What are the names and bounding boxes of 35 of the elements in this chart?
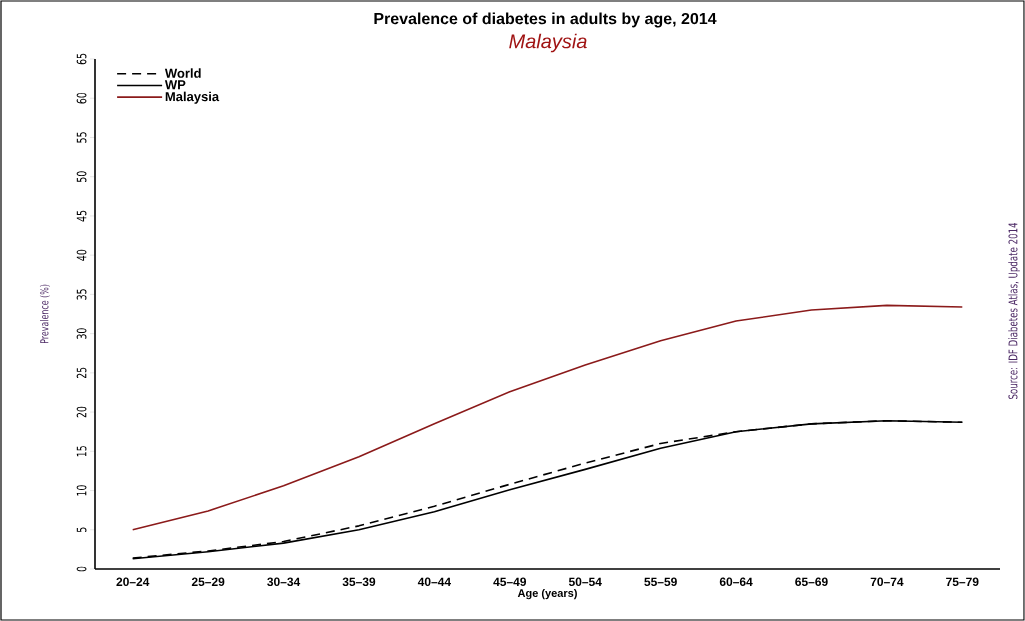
chart-title: Prevalence of diabetes in adults by age, 2014: [374, 12, 717, 28]
x-tick-label: 45–49: [493, 577, 527, 587]
x-tick-label: 65–69: [795, 577, 828, 587]
legend-label: WP: [164, 80, 186, 90]
x-tick-label: 70–74: [870, 577, 904, 587]
y-tick-label: 65: [76, 53, 87, 65]
x-tick-label: 35–39: [342, 577, 376, 587]
y-tick-label: 40: [76, 249, 87, 261]
y-tick-label: 50: [76, 171, 87, 182]
y-tick-label: 15: [76, 446, 87, 457]
x-tick-label: 20–24: [116, 577, 150, 587]
x-tick-label: 60–64: [719, 577, 753, 587]
line-series: [131, 304, 964, 531]
y-tick-label: 20: [76, 406, 87, 418]
y-axis-title: Prevalence (%): [39, 284, 50, 344]
source-note: Source: IDF Diabetes Atlas, Update 2014: [1008, 222, 1020, 399]
y-tick-label: 55: [76, 132, 87, 143]
y-tick-label: 10: [76, 485, 87, 496]
x-tick-label: 75–79: [946, 577, 979, 587]
legend-label: World: [164, 68, 201, 78]
y-tick-label: 5: [76, 527, 87, 533]
y-tick-label: 30: [76, 328, 87, 339]
x-axis-title: Age (years): [517, 588, 577, 600]
x-tick-label: 55–59: [644, 577, 677, 587]
y-tick-label: 35: [76, 289, 87, 300]
x-tick-label: 30–34: [267, 577, 301, 587]
x-tick-label: 50–54: [568, 577, 602, 587]
x-tick-label: 40–44: [417, 577, 451, 587]
y-tick-label: 0: [76, 566, 87, 572]
y-tick-label: 25: [76, 367, 87, 379]
y-tick-label: 45: [76, 210, 87, 222]
x-tick-label: 25–29: [191, 577, 225, 587]
chart-subtitle: Malaysia: [509, 33, 587, 53]
legend-label: Malaysia: [165, 91, 220, 104]
y-tick-label: 60: [76, 92, 87, 104]
